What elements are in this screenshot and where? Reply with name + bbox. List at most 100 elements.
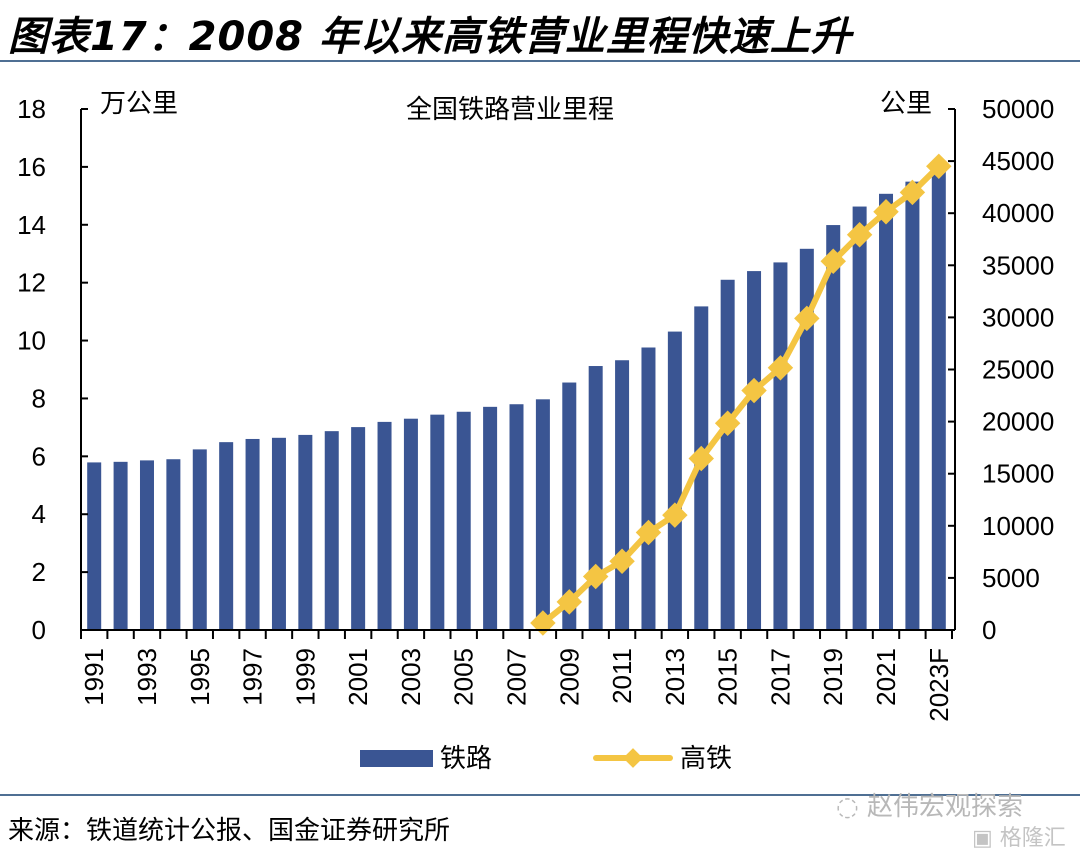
y-tick-label-right: 45000	[982, 146, 1054, 176]
bar-2007	[509, 404, 524, 630]
legend-swatch-railway	[360, 750, 433, 767]
y-tick-label-right: 50000	[982, 94, 1054, 124]
bar-2004	[430, 414, 445, 630]
y-tick-label-left: 12	[17, 268, 46, 298]
bar-2010	[588, 366, 603, 630]
x-tick-label: 2013	[660, 648, 690, 706]
x-tick-labels: 1991 1993 1995 1997 1999 2001 2003 2005 2007 2009…	[79, 648, 954, 722]
y-tick-label-right: 0	[982, 615, 996, 645]
y-tick-label-left: 4	[32, 499, 46, 529]
bar-2006	[483, 406, 498, 630]
bar-2018	[799, 248, 814, 630]
y-axis-unit-right: 公里	[880, 89, 932, 119]
x-tick-label: 2019	[818, 648, 848, 706]
legend-label-hsr: 高铁	[680, 744, 732, 774]
bar-2011	[615, 360, 630, 630]
bar-2012	[641, 347, 656, 630]
y-tick-label-right: 40000	[982, 198, 1054, 228]
hsr-point-2015	[714, 410, 741, 437]
bottom-divider	[0, 794, 1080, 796]
y-tick-label-left: 2	[32, 557, 46, 587]
bar-1994	[166, 459, 181, 630]
bar-1998	[271, 437, 286, 630]
legend-label-railway: 铁路	[440, 744, 492, 774]
bar-2016	[747, 271, 762, 630]
hsr-line	[541, 164, 941, 626]
bar-2008	[535, 399, 550, 630]
bar-2013	[667, 331, 682, 630]
bar-2001	[351, 427, 366, 630]
legend-swatch-hsr-marker	[623, 748, 643, 768]
x-tick-label: 1991	[79, 648, 109, 706]
hsr-point-2009	[556, 589, 583, 615]
hsr-point-2017	[767, 355, 794, 381]
top-divider	[0, 60, 1080, 62]
bar-2005	[456, 411, 471, 630]
bar-2003	[403, 418, 418, 630]
x-tick-label: 2003	[396, 648, 426, 706]
hsr-point-2018	[794, 305, 820, 332]
x-tick-label: 2017	[765, 648, 795, 706]
x-tick-label: 2009	[554, 648, 584, 706]
hsr-point-2011	[609, 548, 635, 574]
watermark-logo-text: 格隆汇	[999, 826, 1066, 851]
wechat-icon: ◌	[836, 792, 859, 822]
chart-title: 全国铁路营业里程	[406, 95, 614, 125]
y-tick-label-left: 8	[32, 383, 46, 413]
hsr-point-2022	[899, 179, 926, 206]
hsr-point-2014	[688, 445, 714, 472]
watermark-wechat: ◌ 赵伟宏观探索	[836, 786, 1023, 823]
x-tick-label: 1993	[132, 648, 162, 706]
x-tick-label: 2005	[449, 648, 479, 706]
y-tick-label-left: 0	[32, 615, 46, 645]
bar-1991	[87, 462, 102, 630]
y-axis-unit-left: 万公里	[100, 89, 178, 119]
hsr-point-2020	[846, 222, 873, 248]
x-tick-label: 2001	[343, 648, 373, 706]
hsr-point-2023F	[926, 153, 952, 180]
y-tick-label-right: 35000	[982, 250, 1054, 280]
bar-2021	[879, 193, 894, 630]
bar-2020	[852, 206, 867, 630]
y-tick-label-left: 10	[17, 326, 46, 356]
y-tick-label-right: 10000	[982, 511, 1054, 541]
bar-2017	[773, 262, 788, 630]
x-tick-label: 2015	[713, 648, 743, 706]
y-tick-label-right: 25000	[982, 355, 1054, 385]
hsr-point-2016	[741, 377, 767, 404]
hsr-point-2013	[662, 502, 688, 528]
figure-title: 图表17：2008 年以来高铁营业里程快速上升	[8, 14, 852, 60]
hsr-point-2021	[873, 199, 899, 225]
x-tick-label: 2011	[607, 648, 637, 704]
bar-2015	[720, 279, 735, 630]
bar-1996	[219, 442, 234, 630]
hsr-point-2010	[582, 563, 609, 590]
watermark-logo: ▣ 格隆汇	[972, 820, 1066, 852]
y-tick-label-right: 15000	[982, 459, 1054, 489]
x-tick-label: 1995	[185, 648, 215, 706]
y-tick-label-right: 20000	[982, 407, 1054, 437]
bar-1993	[139, 460, 154, 630]
chart: 0 2 4 6 8 10 12 14 16 18 0 5000 10000 15000 20000 25000…	[17, 89, 1054, 774]
y-tick-label-right: 5000	[982, 563, 1040, 593]
bar-2009	[562, 382, 577, 630]
bar-2023F	[931, 169, 946, 631]
line-series-hsr	[530, 153, 952, 636]
x-tick-label: 1997	[238, 648, 268, 706]
watermark-text: 赵伟宏观探索	[866, 792, 1023, 822]
x-tick-label: 1999	[290, 648, 320, 706]
bar-2000	[324, 431, 339, 630]
y-tick-label-left: 18	[17, 94, 46, 124]
bar-2019	[826, 225, 841, 631]
bar-series-railway	[87, 169, 946, 631]
y-tick-label-left: 6	[32, 441, 46, 471]
x-tick-label: 2023F	[924, 648, 954, 722]
x-tick-label: 2021	[871, 648, 901, 706]
bar-1992	[113, 461, 128, 630]
bar-1995	[192, 449, 207, 630]
hsr-point-2012	[635, 519, 662, 546]
legend: 铁路 高铁	[360, 744, 732, 774]
x-tick-label: 2007	[502, 648, 532, 706]
y-tick-label-left: 14	[17, 210, 46, 240]
axes: 0 2 4 6 8 10 12 14 16 18 0 5000 10000 15000 20000 25000…	[17, 94, 1054, 645]
